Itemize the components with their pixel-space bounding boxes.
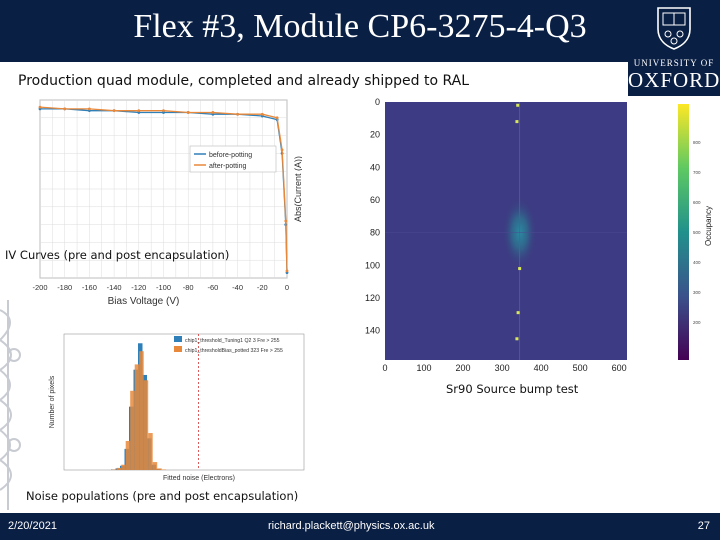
iv-x-tick-label: 0 xyxy=(285,283,289,292)
iv-data-point xyxy=(88,107,91,111)
footer-email: richard.plackett@physics.ox.ac.uk xyxy=(268,520,435,532)
heatmap-y-tick-label: 60 xyxy=(370,195,380,205)
footer-page-number: 27 xyxy=(697,520,710,532)
iv-x-tick-label: -20 xyxy=(257,283,268,292)
iv-x-tick-label: -80 xyxy=(183,283,194,292)
heatmap-x-tick-label: 400 xyxy=(534,363,549,373)
iv-legend-label: after-potting xyxy=(209,163,246,170)
iv-data-point xyxy=(284,219,288,223)
iv-x-tick-label: -200 xyxy=(32,283,47,292)
source-test-heatmap: 0 100 200 300 400 500 600 0 20 40 60 80 100 120 140 200… xyxy=(365,97,713,373)
noise-y-axis-label: Number of pixels xyxy=(49,375,56,428)
heatmap-y-tick-label: 40 xyxy=(370,162,380,172)
iv-data-point xyxy=(162,109,165,113)
iv-legend-label: before-potting xyxy=(209,152,252,159)
colorbar-tick-label: 500 xyxy=(693,230,701,235)
heatmap-hot-pixel xyxy=(515,120,519,124)
decorative-pattern xyxy=(0,300,21,510)
noise-caption: Noise populations (pre and post encapsul… xyxy=(26,489,299,503)
noise-bar xyxy=(112,469,117,470)
slide-subtitle: Production quad module, completed and al… xyxy=(18,73,470,89)
iv-x-tick-label: -140 xyxy=(107,283,122,292)
footer-date: 2/20/2021 xyxy=(8,520,57,532)
iv-data-point xyxy=(211,111,215,114)
heatmap-y-tick-label: 80 xyxy=(370,228,380,238)
iv-x-axis-label: Bias Voltage (V) xyxy=(108,296,180,307)
iv-caption: IV Curves (pre and post encapsulation) xyxy=(5,248,230,262)
heatmap-y-tick-label: 0 xyxy=(375,97,380,107)
iv-data-point xyxy=(285,269,289,273)
iv-x-tick-label: -100 xyxy=(156,283,171,292)
noise-legend-swatch xyxy=(174,336,182,342)
heatmap-hot-pixel xyxy=(516,103,520,107)
heatmap-colorbar xyxy=(678,104,689,360)
noise-bar xyxy=(116,467,122,470)
noise-bar xyxy=(157,468,162,470)
iv-legend: before-potting after-potting xyxy=(189,145,277,173)
colorbar-tick-label: 400 xyxy=(693,260,701,265)
iv-curve-chart: -200 -180 -160 -140 -120 -100 -80 -60 -40 -20 0Bia… xyxy=(32,99,302,307)
heatmap-x-tick-label: 200 xyxy=(456,363,471,373)
colorbar-tick-label: 200 xyxy=(693,320,701,325)
colorbar-tick-label: 700 xyxy=(693,170,701,175)
noise-bar xyxy=(143,380,149,470)
noise-plot-area xyxy=(63,333,305,471)
colorbar-tick-label: 600 xyxy=(693,200,701,205)
noise-histogram: chip1_threshold_Tuning1 Q2 3 Fre > 255 ch… xyxy=(49,333,305,482)
iv-data-point xyxy=(38,105,42,109)
logo-oxford-text: OXFORD xyxy=(628,68,720,92)
iv-y-axis-label: Abs(Current (A)) xyxy=(293,156,302,222)
colorbar-tick-label: 800 xyxy=(693,140,701,145)
iv-x-tick-label: -40 xyxy=(232,283,243,292)
iv-x-tick-label: -180 xyxy=(57,283,72,292)
noise-bar xyxy=(139,351,144,470)
noise-bar xyxy=(148,433,153,470)
iv-data-point xyxy=(137,109,141,113)
iv-x-tick-label: -120 xyxy=(131,283,146,292)
iv-data-point xyxy=(112,109,116,113)
iv-data-point xyxy=(260,112,264,116)
footer-bar: 2/20/2021 richard.plackett@physics.ox.ac… xyxy=(0,513,720,540)
noise-bar xyxy=(134,364,140,470)
heatmap-hot-pixel xyxy=(518,267,522,271)
logo-university-text: UNIVERSITY OF xyxy=(633,58,715,68)
noise-legend-label: chip1_thresholdBias_potted 323 Fre > 255 xyxy=(185,348,283,354)
iv-x-tick-label: -60 xyxy=(207,283,218,292)
slide-title: Flex #3, Module CP6-3275-4-Q3 xyxy=(133,8,587,45)
noise-bar xyxy=(130,390,135,470)
colorbar-tick-label: 300 xyxy=(693,290,701,295)
noise-x-axis-label: Fitted noise (Electrons) xyxy=(163,475,235,482)
source-caption: Sr90 Source bump test xyxy=(446,382,579,396)
noise-bar xyxy=(152,462,158,470)
oxford-crest-icon xyxy=(657,7,691,50)
iv-x-tick-label: -160 xyxy=(82,283,97,292)
noise-legend-swatch xyxy=(174,346,182,352)
iv-data-point xyxy=(280,148,284,152)
heatmap-y-tick-label: 140 xyxy=(365,326,380,336)
title-bar: Flex #3, Module CP6-3275-4-Q3 xyxy=(0,0,720,62)
noise-bar xyxy=(121,464,126,470)
iv-data-point xyxy=(275,116,279,120)
noise-legend: chip1_threshold_Tuning1 Q2 3 Fre > 255 ch… xyxy=(174,336,283,354)
heatmap-y-tick-label: 120 xyxy=(365,293,380,303)
iv-legend-box xyxy=(189,145,277,173)
oxford-logo: UNIVERSITY OF OXFORD xyxy=(628,0,720,96)
heatmap-hot-pixel xyxy=(515,337,519,341)
noise-legend-label: chip1_threshold_Tuning1 Q2 3 Fre > 255 xyxy=(185,338,280,344)
iv-data-point xyxy=(186,111,190,114)
noise-bar xyxy=(125,440,131,470)
heatmap-y-tick-label: 20 xyxy=(370,130,380,140)
colorbar-label: Occupancy xyxy=(704,206,713,246)
heatmap-y-tick-label: 100 xyxy=(365,260,380,270)
iv-series-line xyxy=(39,106,288,271)
iv-data-point xyxy=(63,107,67,111)
heatmap-x-tick-label: 0 xyxy=(382,363,387,373)
heatmap-x-tick-label: 300 xyxy=(495,363,510,373)
heatmap-x-tick-label: 600 xyxy=(612,363,627,373)
heatmap-x-tick-label: 100 xyxy=(417,363,432,373)
iv-data-point xyxy=(236,112,240,116)
heatmap-hot-pixel xyxy=(516,311,520,315)
noise-bar xyxy=(161,469,167,470)
heatmap-x-tick-label: 500 xyxy=(573,363,588,373)
